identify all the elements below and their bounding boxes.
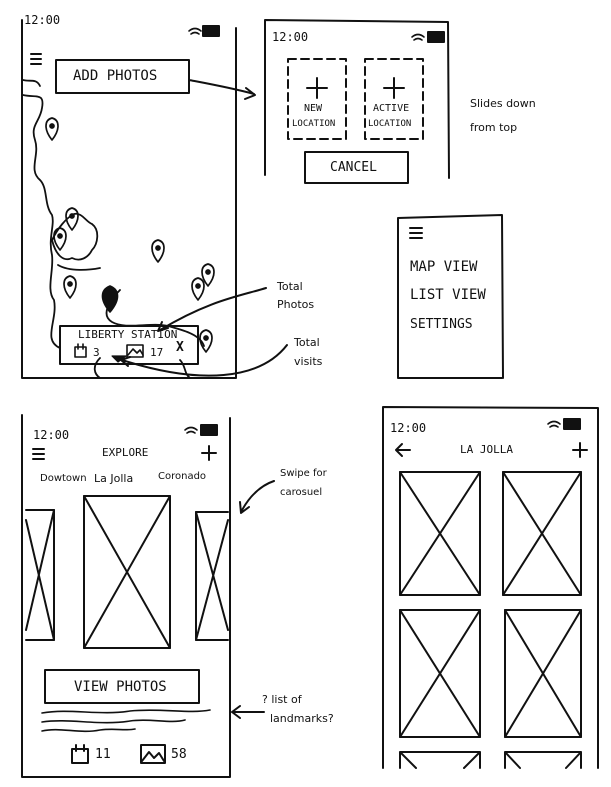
status-icons: [548, 419, 580, 429]
annotation-total-photos-1: Total: [277, 280, 303, 293]
explore-photos-count: 58: [171, 747, 187, 762]
add-screen-frame: [265, 20, 449, 178]
new-location-box[interactable]: [288, 59, 346, 139]
tab-coronado[interactable]: Coronado: [158, 471, 207, 482]
status-time: 12:00: [33, 428, 70, 442]
landmark-list-lines: [42, 710, 210, 731]
arrow-swipe: [240, 481, 274, 513]
annotation-carousel: carosuel: [280, 487, 323, 498]
plus-icon: [384, 78, 404, 98]
grid-image[interactable]: [400, 472, 480, 595]
carousel-right-image[interactable]: [196, 512, 228, 640]
arrow-total-visits: [121, 345, 287, 376]
add-photos-button-box[interactable]: [56, 60, 189, 93]
annotation-list-of: ? list of: [262, 693, 302, 706]
annotation-from-top: from top: [470, 121, 518, 134]
annotation-landmarks: landmarks?: [270, 712, 334, 725]
explore-visits-count: 11: [95, 747, 111, 762]
status-icons: [412, 32, 444, 42]
page-title: LA JOLLA: [460, 443, 513, 456]
status-time: 12:00: [272, 30, 309, 44]
image-icon: [127, 345, 143, 357]
plus-icon: [307, 78, 327, 98]
active-location-box[interactable]: [365, 59, 423, 139]
view-photos-label: VIEW PHOTOS: [74, 679, 167, 695]
callout-photos-count: 17: [150, 346, 164, 359]
view-photos-button-box[interactable]: [45, 670, 199, 703]
add-icon[interactable]: [202, 446, 216, 460]
image-icon: [141, 745, 165, 763]
annotation-total-visits-2: visits: [294, 355, 323, 368]
status-time: 12:00: [390, 421, 427, 435]
status-time: 12:00: [24, 13, 61, 27]
grid-image[interactable]: [400, 610, 480, 737]
callout-close-button[interactable]: X: [176, 340, 184, 355]
annotation-swipe: Swipe for: [280, 468, 327, 479]
grid-image[interactable]: [505, 610, 581, 737]
explore-screen-frame: [22, 415, 230, 777]
callout-visits-count: 3: [93, 346, 100, 359]
carousel-center-image[interactable]: [84, 496, 170, 648]
annotation-total-visits-1: Total: [294, 336, 320, 349]
active-location-label-bottom: LOCATION: [368, 119, 412, 129]
grid-image[interactable]: [503, 472, 581, 595]
add-icon[interactable]: [573, 443, 587, 457]
cancel-label: CANCEL: [330, 160, 377, 175]
tab-la-jolla[interactable]: La Jolla: [94, 472, 134, 485]
callout-title: LIBERTY STATION: [78, 328, 178, 341]
arrow-total-photos: [158, 288, 266, 331]
menu-item-map-view[interactable]: MAP VIEW: [410, 259, 478, 275]
carousel-left-image[interactable]: [26, 510, 54, 640]
list-screen-frame: [383, 407, 598, 768]
status-icons: [185, 425, 217, 435]
menu-item-settings[interactable]: SETTINGS: [410, 317, 473, 332]
add-photos-label: ADD PHOTOS: [73, 68, 158, 84]
annotation-total-photos-2: Photos: [277, 298, 315, 311]
active-location-label-top: ACTIVE: [373, 103, 410, 114]
calendar-icon: [72, 745, 88, 763]
hamburger-icon[interactable]: [410, 228, 422, 238]
location-callout-box[interactable]: [60, 326, 198, 364]
annotation-slides-down: Slides down: [470, 97, 536, 110]
hamburger-icon[interactable]: [31, 54, 41, 64]
map-screen-frame: [22, 20, 236, 378]
arrow-landmarks: [232, 706, 264, 718]
menu-item-list-view[interactable]: LIST VIEW: [410, 287, 486, 303]
grid-image-partial[interactable]: [400, 752, 581, 768]
menu-panel-frame: [398, 215, 503, 378]
new-location-label-bottom: LOCATION: [292, 119, 336, 129]
cancel-button-box[interactable]: [305, 152, 408, 183]
new-location-label-top: NEW: [304, 103, 323, 114]
page-title: EXPLORE: [102, 446, 149, 459]
arrow-to-slide-screen: [189, 80, 255, 99]
tab-downtown[interactable]: Dowtown: [40, 473, 87, 484]
calendar-icon: [75, 344, 86, 357]
hamburger-icon[interactable]: [33, 449, 44, 459]
status-icons: [189, 26, 219, 36]
map-pins[interactable]: [46, 118, 214, 352]
back-arrow-icon[interactable]: [396, 444, 410, 456]
